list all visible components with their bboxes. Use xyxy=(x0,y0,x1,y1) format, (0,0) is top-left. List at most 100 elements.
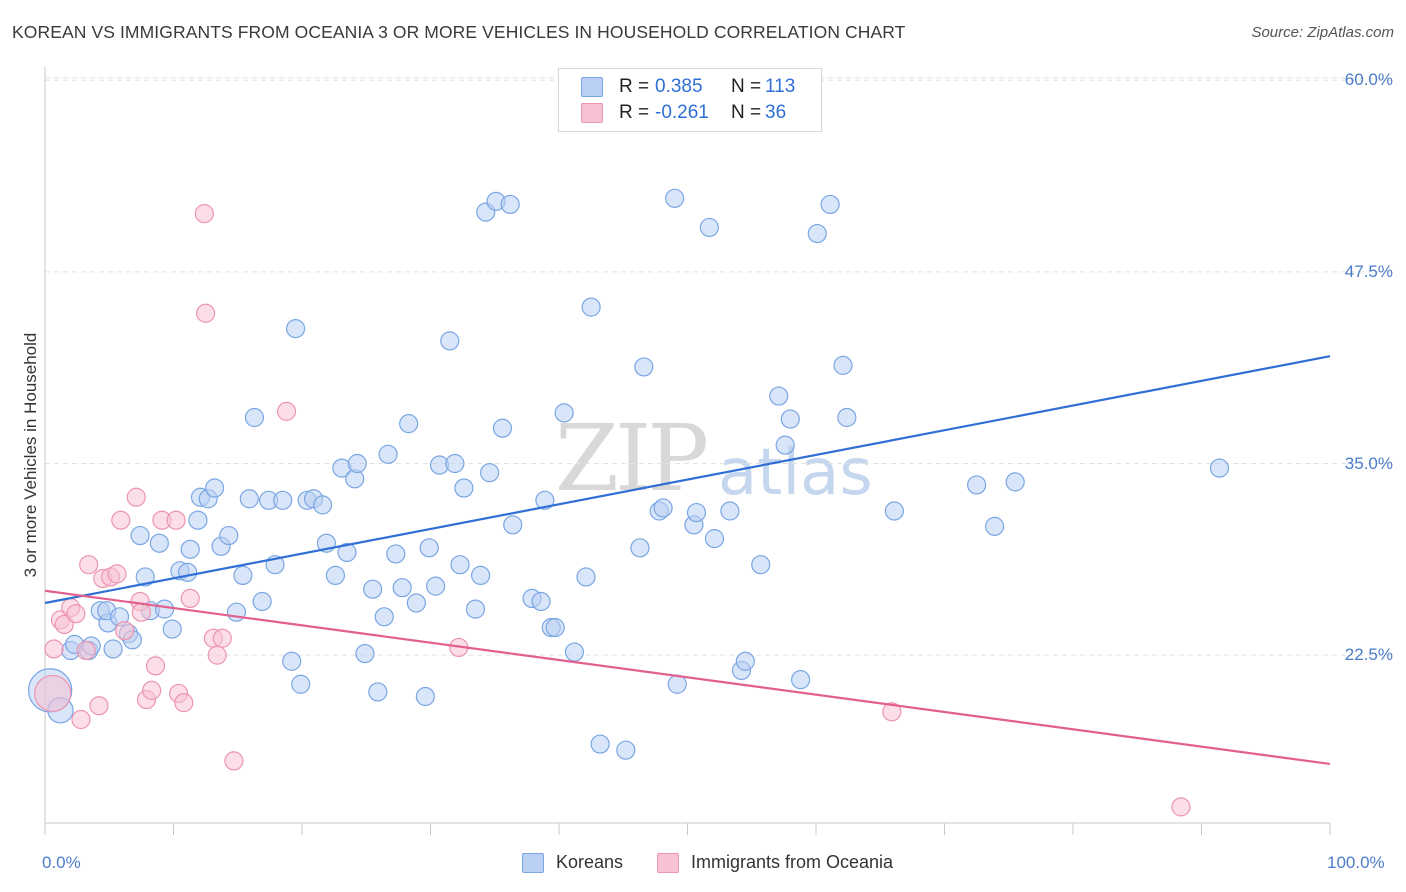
korean-point xyxy=(720,501,740,521)
watermark-zip: ZIP xyxy=(555,405,709,512)
data-points xyxy=(27,188,1230,817)
oceania-point xyxy=(107,564,127,584)
chart-title: KOREAN VS IMMIGRANTS FROM OCEANIA 3 OR M… xyxy=(12,22,906,42)
korean-point xyxy=(205,478,225,498)
oceania-point xyxy=(111,510,131,530)
korean-point xyxy=(564,642,585,662)
oceania-point xyxy=(76,640,96,661)
korean-point xyxy=(285,318,306,339)
korean-point xyxy=(445,453,465,474)
korean-point xyxy=(751,555,771,575)
legend-swatch-oceania xyxy=(581,103,603,123)
korean-point xyxy=(576,567,596,587)
korean-point xyxy=(162,619,182,639)
axes xyxy=(44,67,1331,835)
legend-swatch-oceania xyxy=(657,852,679,873)
oceania-point xyxy=(71,709,91,730)
oceania-point xyxy=(142,680,162,700)
korean-point xyxy=(535,490,555,510)
korean-point xyxy=(837,407,857,428)
korean-point xyxy=(135,567,155,587)
legend-label-oceania: Immigrants from Oceania xyxy=(691,852,894,872)
korean-point xyxy=(820,194,840,215)
korean-point xyxy=(103,639,123,659)
x-tick-label-max: 100.0% xyxy=(1327,853,1385,872)
korean-point xyxy=(282,651,302,671)
korean-point xyxy=(363,579,383,599)
oceania-point xyxy=(115,620,135,641)
korean-point xyxy=(1005,472,1025,492)
y-tick-label: 22.5% xyxy=(1344,645,1393,665)
legend-row-oceania: R = -0.261 N = 36 xyxy=(581,101,786,125)
korean-point xyxy=(399,414,419,434)
korean-point xyxy=(188,510,208,530)
legend-n-value: 36 xyxy=(765,102,787,123)
korean-point xyxy=(531,591,551,612)
oceania-point xyxy=(196,303,216,323)
korean-point xyxy=(665,188,685,208)
y-tick-label: 47.5% xyxy=(1344,261,1393,281)
oceania-point xyxy=(212,628,232,648)
legend-swatch-koreans xyxy=(522,852,544,873)
korean-point xyxy=(368,682,388,702)
korean-point xyxy=(1209,458,1230,478)
legend-item-koreans: Koreans xyxy=(522,852,623,873)
oceania-point xyxy=(79,555,99,575)
legend-r-label: R = xyxy=(619,102,650,123)
korean-point xyxy=(337,542,357,563)
korean-point xyxy=(419,538,439,558)
y-tick-label: 60.0% xyxy=(1344,70,1393,90)
korean-point xyxy=(355,643,375,664)
korean-point xyxy=(780,409,800,429)
oceania-point xyxy=(174,693,194,713)
x-tick-label-min: 0.0% xyxy=(42,853,81,872)
oceania-point xyxy=(126,487,146,507)
oceania-trend-line xyxy=(44,589,1331,766)
korean-point xyxy=(735,651,755,671)
oceania-point xyxy=(180,588,200,609)
korean-point xyxy=(492,418,513,438)
correlation-legend: R = 0.385 N = 113 R = -0.261 N = 36 xyxy=(558,68,822,132)
korean-point xyxy=(790,670,811,690)
korean-point xyxy=(386,544,406,564)
korean-point xyxy=(503,515,523,535)
oceania-point xyxy=(89,696,109,716)
legend-r-value: 0.385 xyxy=(655,76,703,97)
korean-point xyxy=(545,617,565,638)
legend-n-label: N = xyxy=(731,76,762,97)
legend-swatch-koreans xyxy=(581,77,603,97)
trend-lines xyxy=(44,355,1331,766)
legend-r-value: -0.261 xyxy=(655,102,709,123)
korean-point xyxy=(347,453,367,474)
oceania-point xyxy=(66,604,86,624)
korean-point xyxy=(471,565,491,586)
legend-label-koreans: Koreans xyxy=(556,852,624,872)
korean-point xyxy=(480,463,500,483)
korean-trend-line xyxy=(44,355,1331,605)
korean-point xyxy=(178,562,198,582)
korean-point xyxy=(590,734,610,754)
korean-point xyxy=(500,194,520,215)
korean-point xyxy=(985,516,1005,536)
korean-point xyxy=(392,578,412,598)
korean-point xyxy=(465,599,486,619)
korean-point xyxy=(426,576,446,596)
oceania-point xyxy=(145,656,166,676)
korean-point xyxy=(554,403,574,423)
korean-point xyxy=(252,591,272,612)
korean-point xyxy=(686,502,707,523)
oceania-point xyxy=(44,639,64,659)
korean-point xyxy=(667,674,687,694)
legend-r-label: R = xyxy=(619,76,650,97)
korean-point xyxy=(273,490,293,510)
oceania-point xyxy=(34,674,72,713)
korean-point xyxy=(634,357,654,377)
korean-point xyxy=(704,529,725,549)
korean-point xyxy=(149,533,169,553)
korean-point xyxy=(581,297,601,317)
korean-point xyxy=(807,223,827,244)
series-legend: Koreans Immigrants from Oceania xyxy=(0,852,1406,878)
korean-point xyxy=(244,407,265,428)
legend-n-value: 113 xyxy=(765,76,796,97)
